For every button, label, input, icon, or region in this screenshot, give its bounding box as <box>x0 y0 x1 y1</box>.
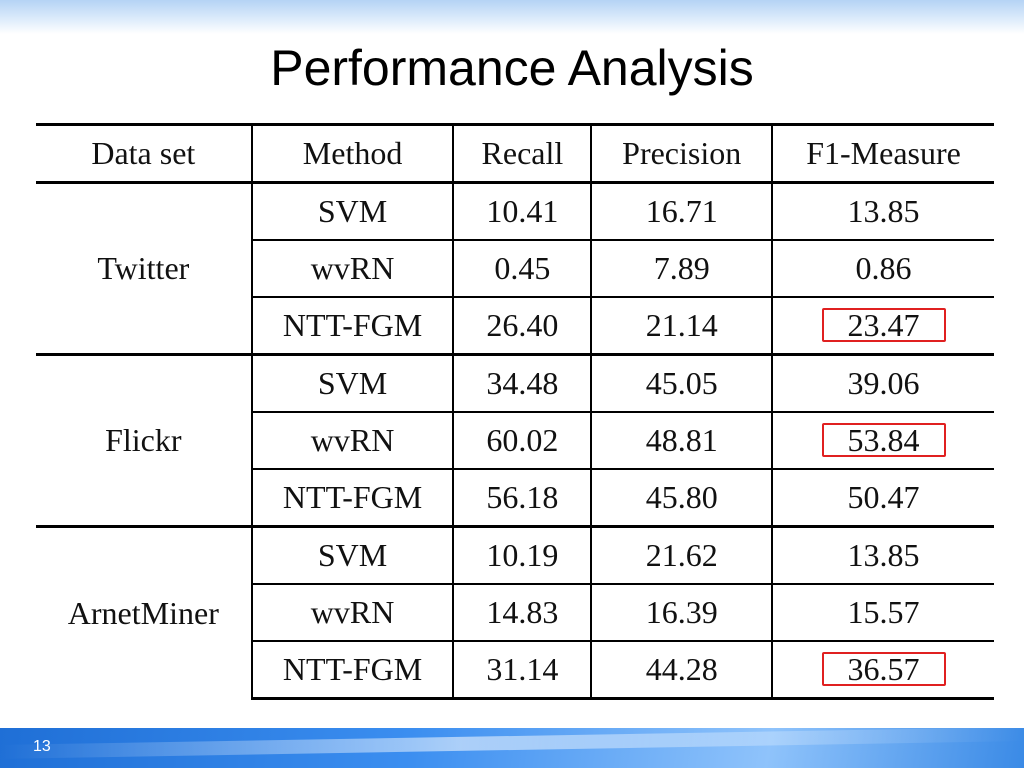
table-header-row: Data set Method Recall Precision F1-Meas… <box>36 123 994 184</box>
cell-recall: 26.40 <box>452 296 592 355</box>
cell-dataset: Flickr <box>36 353 252 527</box>
cell-f1-measure: 13.85 <box>771 182 994 240</box>
cell-recall: 14.83 <box>452 583 592 641</box>
cell-method: SVM <box>250 182 454 240</box>
header-precision: Precision <box>590 123 773 184</box>
results-table: Data set Method Recall Precision F1-Meas… <box>36 123 994 700</box>
slide-title: Performance Analysis <box>270 40 754 96</box>
best-score-highlight-box: 36.57 <box>821 652 946 686</box>
cell-precision: 21.14 <box>590 296 773 355</box>
cell-f1-measure: 53.84 <box>771 411 994 469</box>
cell-f1-measure: 13.85 <box>771 525 994 584</box>
cell-method: wvRN <box>250 239 454 297</box>
cell-f1-measure: 0.86 <box>771 239 994 297</box>
table-row: Flickr SVM 34.48 45.05 39.06 <box>36 353 994 527</box>
cell-precision: 7.89 <box>590 239 773 297</box>
cell-recall: 56.18 <box>452 468 592 527</box>
cell-recall: 31.14 <box>452 640 592 700</box>
cell-method: NTT-FGM <box>250 468 454 527</box>
header-dataset: Data set <box>36 123 252 184</box>
table-row: ArnetMiner SVM 10.19 21.62 13.85 <box>36 525 994 699</box>
cell-f1-measure: 23.47 <box>771 296 994 355</box>
cell-method: NTT-FGM <box>250 296 454 355</box>
cell-dataset: Twitter <box>97 250 190 286</box>
cell-f1-measure: 50.47 <box>771 468 994 527</box>
cell-precision: 16.71 <box>590 182 773 240</box>
cell-method: SVM <box>250 525 454 584</box>
cell-method: wvRN <box>250 411 454 469</box>
footer-gradient-band: 13 <box>0 728 1024 768</box>
cell-dataset: ArnetMiner <box>36 525 252 699</box>
slide-number: 13 <box>33 738 51 755</box>
cell-precision: 16.39 <box>590 583 773 641</box>
header-f1-measure: F1-Measure <box>771 123 994 184</box>
table-row: wvRN 0.45 7.89 0.86 <box>36 239 994 297</box>
cell-precision: 44.28 <box>590 640 773 700</box>
cell-precision: 45.80 <box>590 468 773 527</box>
cell-precision: 48.81 <box>590 411 773 469</box>
cell-recall: 10.19 <box>452 525 592 584</box>
cell-recall: 34.48 <box>452 353 592 412</box>
header-gradient-band <box>0 0 1024 34</box>
table-row: NTT-FGM 26.40 21.14 23.47 <box>36 296 994 355</box>
cell-precision: 45.05 <box>590 353 773 412</box>
table-row: Twitter SVM 10.41 16.71 13.85 <box>36 182 994 286</box>
header-recall: Recall <box>452 123 592 184</box>
table-row: NTT-FGM 31.14 44.28 36.57 <box>36 640 994 700</box>
best-score-highlight-box: 53.84 <box>821 423 946 457</box>
cell-recall: 10.41 <box>452 182 592 240</box>
cell-recall: 0.45 <box>452 239 592 297</box>
cell-recall: 60.02 <box>452 411 592 469</box>
best-score-highlight-box: 23.47 <box>821 308 946 342</box>
header-method: Method <box>250 123 454 184</box>
table-body: Twitter SVM 10.41 16.71 13.85 wvRN 0.45 7.89 0.8… <box>36 182 994 700</box>
cell-method: wvRN <box>250 583 454 641</box>
table-row: wvRN 14.83 16.39 15.57 <box>36 583 994 641</box>
cell-precision: 21.62 <box>590 525 773 584</box>
table-row: wvRN 60.02 48.81 53.84 <box>36 411 994 469</box>
cell-f1-measure: 36.57 <box>771 640 994 700</box>
cell-f1-measure: 15.57 <box>771 583 994 641</box>
cell-f1-measure: 39.06 <box>771 353 994 412</box>
cell-method: NTT-FGM <box>250 640 454 700</box>
cell-method: SVM <box>250 353 454 412</box>
table-row: NTT-FGM 56.18 45.80 50.47 <box>36 468 994 527</box>
footer-light-streak <box>0 728 1024 759</box>
